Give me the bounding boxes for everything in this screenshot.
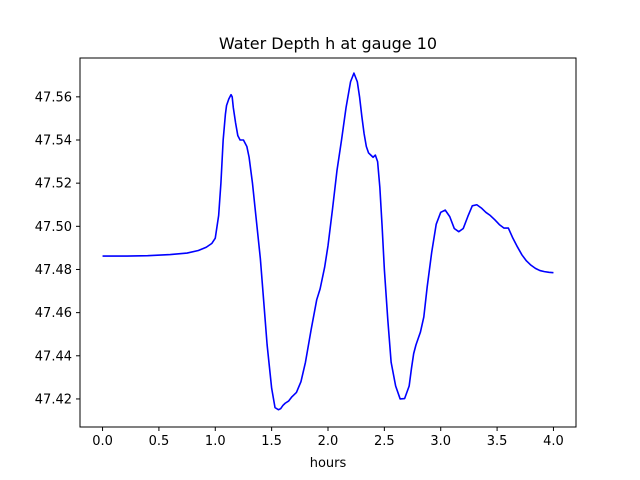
y-tick-label: 47.54 bbox=[35, 134, 72, 149]
x-axis: 0.0 0.5 1.0 1.5 2.0 2.5 3.0 3.5 4.0 bbox=[92, 427, 564, 449]
x-tick-label: 0.0 bbox=[92, 434, 113, 449]
y-tick-label: 47.44 bbox=[35, 349, 72, 364]
y-tick-label: 47.48 bbox=[35, 263, 72, 278]
x-tick-label: 3.5 bbox=[487, 434, 508, 449]
y-tick-label: 47.52 bbox=[35, 177, 72, 192]
series-line-0 bbox=[102, 72, 554, 411]
y-tick-label: 47.50 bbox=[35, 220, 72, 235]
y-tick-label: 47.42 bbox=[35, 392, 72, 407]
x-tick-label: 1.5 bbox=[261, 434, 282, 449]
y-tick-label: 47.56 bbox=[35, 90, 72, 105]
x-tick-label: 2.5 bbox=[374, 434, 395, 449]
chart-title: Water Depth h at gauge 10 bbox=[219, 34, 437, 53]
x-axis-label: hours bbox=[310, 456, 347, 471]
x-tick-label: 4.0 bbox=[543, 434, 564, 449]
y-axis: 47.42 47.44 47.46 47.48 47.50 47.52 47.54 47.56 bbox=[35, 90, 80, 407]
x-tick-label: 0.5 bbox=[149, 434, 170, 449]
y-tick-label: 47.46 bbox=[35, 306, 72, 321]
x-tick-label: 3.0 bbox=[430, 434, 451, 449]
x-tick-label: 2.0 bbox=[318, 434, 339, 449]
x-tick-label: 1.0 bbox=[205, 434, 226, 449]
